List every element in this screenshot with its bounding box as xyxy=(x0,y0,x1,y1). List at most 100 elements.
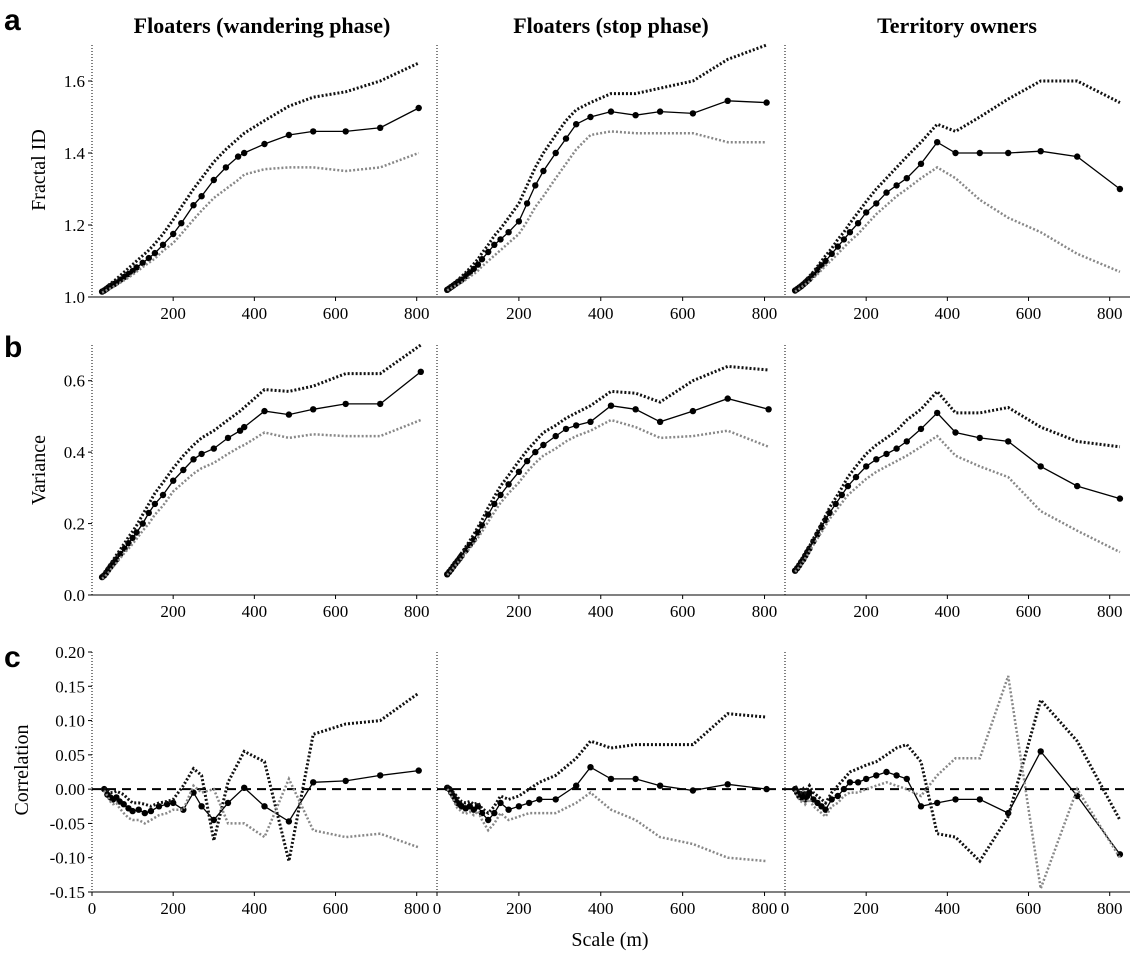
mean-series-line xyxy=(101,107,419,293)
mean-data-point xyxy=(210,176,217,184)
x-tick-label: 400 xyxy=(935,899,961,918)
mean-data-point xyxy=(917,160,925,167)
panel-c1: 0 200 400 600 800 0.20 0.15 0.10 0.05 0.00 -0.05 -0… xyxy=(50,643,437,918)
mean-data-point xyxy=(210,816,217,824)
upper-bound-line xyxy=(101,61,420,292)
mean-data-point xyxy=(822,806,829,813)
mean-data-point xyxy=(505,229,512,236)
mean-data-point xyxy=(822,516,829,524)
mean-data-point xyxy=(505,481,512,488)
mean-data-point xyxy=(178,220,185,227)
mean-data-point xyxy=(133,529,140,536)
mean-data-point xyxy=(523,200,531,207)
mean-data-point xyxy=(497,491,504,499)
upper-bound-line xyxy=(794,696,1122,864)
x-tick-label: 600 xyxy=(323,602,349,621)
mean-data-point xyxy=(415,767,422,774)
mean-data-point xyxy=(552,149,559,157)
mean-data-point xyxy=(497,236,504,243)
mean-data-point xyxy=(903,438,910,445)
mean-data-point xyxy=(151,249,159,257)
mean-data-point xyxy=(826,509,833,517)
mean-data-point xyxy=(224,799,232,807)
mean-data-point xyxy=(818,523,825,531)
mean-data-point xyxy=(540,441,547,449)
mean-data-point xyxy=(141,809,148,817)
x-tick-label: 600 xyxy=(1016,602,1042,621)
x-tick-label: 600 xyxy=(323,899,349,918)
row-letter-c: c xyxy=(4,641,21,674)
mean-data-point xyxy=(883,768,890,776)
mean-data-point xyxy=(765,406,772,413)
mean-data-point xyxy=(814,531,821,538)
mean-data-point xyxy=(342,128,349,135)
mean-data-point xyxy=(129,534,136,542)
mean-data-point xyxy=(342,777,349,785)
mean-data-point xyxy=(552,432,559,440)
mean-data-point xyxy=(261,407,268,415)
mean-series-line xyxy=(446,397,769,575)
mean-data-point xyxy=(863,209,870,216)
mean-data-point xyxy=(377,124,384,131)
row-letter-b: b xyxy=(4,331,22,364)
mean-data-point xyxy=(241,149,248,157)
mean-data-point xyxy=(893,182,900,189)
mean-data-point xyxy=(573,422,580,429)
mean-data-point xyxy=(903,175,910,182)
mean-data-point xyxy=(934,139,941,146)
x-tick-label: 800 xyxy=(752,602,778,621)
mean-data-point xyxy=(261,140,268,148)
mean-data-point xyxy=(607,775,615,783)
mean-data-point xyxy=(222,164,230,171)
mean-data-point xyxy=(241,784,248,791)
mean-data-point xyxy=(532,182,539,189)
mean-data-point xyxy=(170,799,177,807)
mean-data-point xyxy=(689,787,697,794)
y-axis-title-correlation: Correlation xyxy=(11,724,33,815)
mean-data-point xyxy=(952,796,959,803)
lower-bound-line xyxy=(103,775,420,849)
mean-data-point xyxy=(828,796,835,803)
x-tick-label: 200 xyxy=(506,304,532,323)
x-tick-label: 0 xyxy=(781,899,790,918)
x-tick-label: 0 xyxy=(433,899,442,918)
mean-data-point xyxy=(474,261,482,268)
lower-bound-line xyxy=(793,675,1121,890)
y-tick-label: 1.6 xyxy=(64,72,85,91)
mean-data-point xyxy=(198,193,205,200)
mean-data-point xyxy=(976,149,983,157)
y-tick-label: 1.2 xyxy=(64,216,85,235)
y-tick-label: -0.05 xyxy=(50,814,85,833)
mean-data-point xyxy=(1116,495,1124,502)
mean-data-point xyxy=(145,509,152,517)
mean-data-point xyxy=(934,409,941,417)
mean-data-point xyxy=(478,809,486,817)
mean-data-point xyxy=(587,764,594,771)
mean-data-point xyxy=(632,775,639,783)
mean-data-point xyxy=(724,395,731,402)
x-tick-label: 400 xyxy=(588,304,614,323)
y-tick-label: 0.0 xyxy=(64,586,85,605)
mean-data-point xyxy=(285,131,293,139)
mean-data-point xyxy=(151,500,159,508)
y-tick-label: 0.4 xyxy=(64,443,86,462)
mean-data-point xyxy=(689,407,697,415)
mean-data-point xyxy=(159,241,167,248)
mean-data-point xyxy=(198,803,205,810)
mean-data-point xyxy=(190,789,197,796)
x-tick-label: 200 xyxy=(853,602,879,621)
lower-bound-line xyxy=(446,418,770,576)
mean-data-point xyxy=(377,772,384,779)
y-tick-label: -0.10 xyxy=(50,849,85,868)
column-title-wandering: Floaters (wandering phase) xyxy=(134,13,391,38)
panel-a1: 200 400 600 800 1.0 1.2 1.4 1.6 xyxy=(64,45,437,323)
mean-data-point xyxy=(515,468,523,475)
upper-bound-line xyxy=(446,712,767,816)
mean-data-point xyxy=(120,801,127,808)
x-tick-label: 400 xyxy=(242,899,268,918)
x-tick-label: 800 xyxy=(404,304,430,323)
x-tick-label: 800 xyxy=(1097,602,1123,621)
mean-data-point xyxy=(573,121,580,128)
x-tick-label: 400 xyxy=(588,899,614,918)
mean-data-point xyxy=(155,803,163,810)
